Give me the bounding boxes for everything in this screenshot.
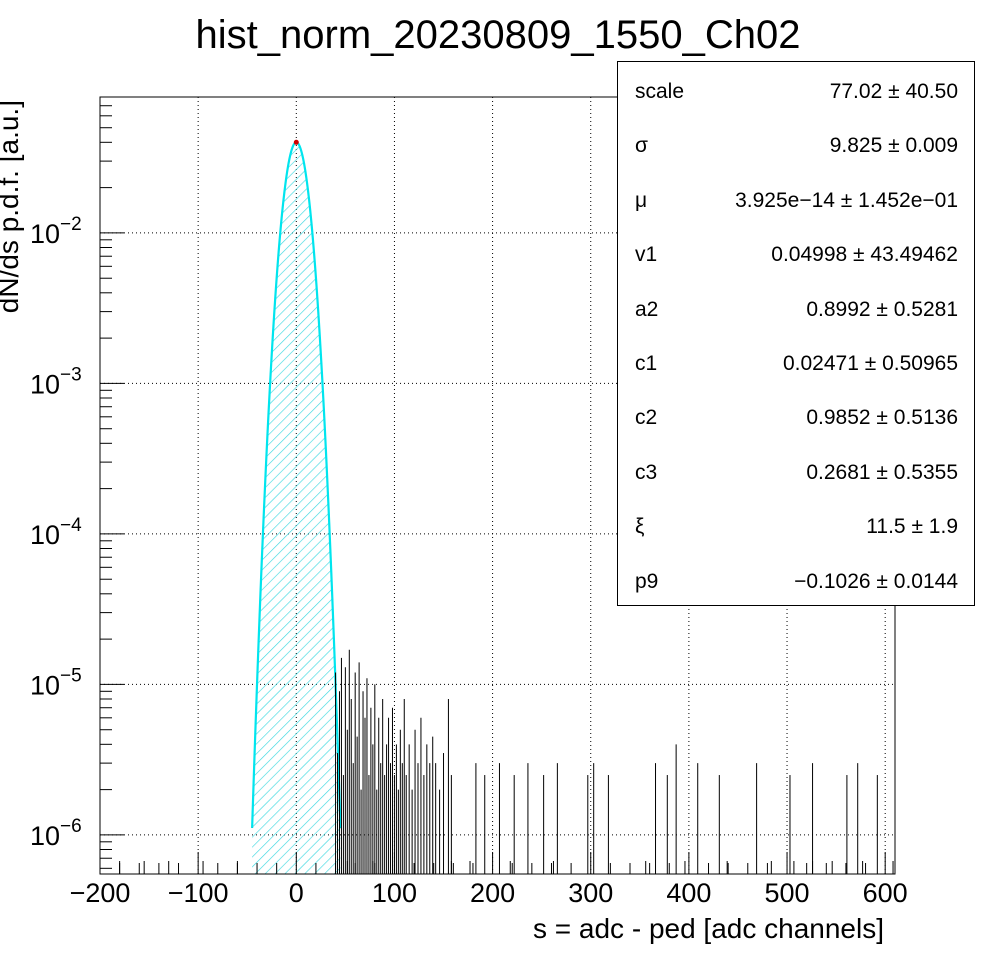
y-axis-title: dN/ds p.d.f. [a.u.] — [0, 100, 24, 313]
x-tick-label: −100 — [168, 878, 229, 908]
stat-row: σ 9.825 ± 0.009 — [618, 134, 974, 164]
x-tick-label: −200 — [70, 878, 131, 908]
peak-marker — [293, 139, 299, 145]
x-tick-label: 300 — [568, 878, 613, 908]
stat-name: σ — [635, 134, 648, 158]
stat-row: c3 0.2681 ± 0.5355 — [618, 461, 974, 491]
stat-row: c2 0.9852 ± 0.5136 — [618, 406, 974, 436]
stat-value: 11.5 ± 1.9 — [866, 515, 958, 539]
x-tick-label: 600 — [863, 878, 908, 908]
stat-row: μ 3.925e−14 ± 1.452e−01 — [618, 189, 974, 219]
y-tick-label: 10−4 — [30, 515, 82, 550]
stat-value: 3.925e−14 ± 1.452e−01 — [735, 188, 958, 212]
x-axis-title: s = adc - ped [adc channels] — [533, 913, 884, 944]
axis-ticks: −200 −100 0 100 200 300 400 500 600 10−2 10−3 10−4 1… — [30, 96, 908, 908]
stat-name: v1 — [635, 243, 658, 267]
y-tick-label: 10−3 — [30, 364, 82, 399]
x-tick-label: 200 — [470, 878, 515, 908]
y-tick-label: 10−5 — [30, 665, 82, 700]
fit-statistics-box: scale 77.02 ± 40.50 σ 9.825 ± 0.009 μ 3.925e−… — [617, 61, 975, 606]
x-tick-label: 400 — [666, 878, 711, 908]
stat-value: 77.02 ± 40.50 — [829, 80, 958, 103]
stat-name: p9 — [635, 569, 659, 593]
stat-name: a2 — [635, 297, 659, 321]
stat-value: 0.04998 ± 43.49462 — [771, 243, 958, 267]
stat-name: ξ — [635, 515, 645, 539]
y-tick-label: 10−6 — [30, 816, 82, 851]
hatched-area — [252, 142, 341, 874]
stat-row: scale 77.02 ± 40.50 — [618, 80, 974, 110]
stat-name: c3 — [635, 460, 658, 484]
stat-row: a2 0.8992 ± 0.5281 — [618, 298, 974, 328]
x-tick-label: 100 — [372, 878, 417, 908]
stat-row: p9 −0.1026 ± 0.0144 — [618, 570, 974, 600]
stat-row: v1 0.04998 ± 43.49462 — [618, 243, 974, 273]
x-tick-label: 0 — [289, 878, 304, 908]
stat-name: c1 — [635, 352, 658, 375]
data-marks — [119, 139, 894, 874]
y-tick-label: 10−2 — [30, 214, 82, 249]
stat-value: 0.8992 ± 0.5281 — [806, 297, 958, 321]
chart-title: hist_norm_20230809_1550_Ch02 — [196, 13, 801, 57]
stat-value: −0.1026 ± 0.0144 — [794, 569, 958, 593]
stat-name: scale — [635, 80, 685, 103]
stat-value: 0.02471 ± 0.50965 — [782, 352, 958, 375]
stat-row: ξ 11.5 ± 1.9 — [618, 515, 974, 545]
stat-value: 9.825 ± 0.009 — [829, 134, 958, 158]
stat-name: c2 — [635, 406, 658, 430]
stat-row: c1 0.02471 ± 0.50965 — [618, 352, 974, 382]
stat-value: 0.9852 ± 0.5136 — [806, 406, 958, 430]
stat-value: 0.2681 ± 0.5355 — [806, 460, 958, 484]
x-tick-label: 500 — [765, 878, 810, 908]
stat-name: μ — [635, 188, 648, 212]
